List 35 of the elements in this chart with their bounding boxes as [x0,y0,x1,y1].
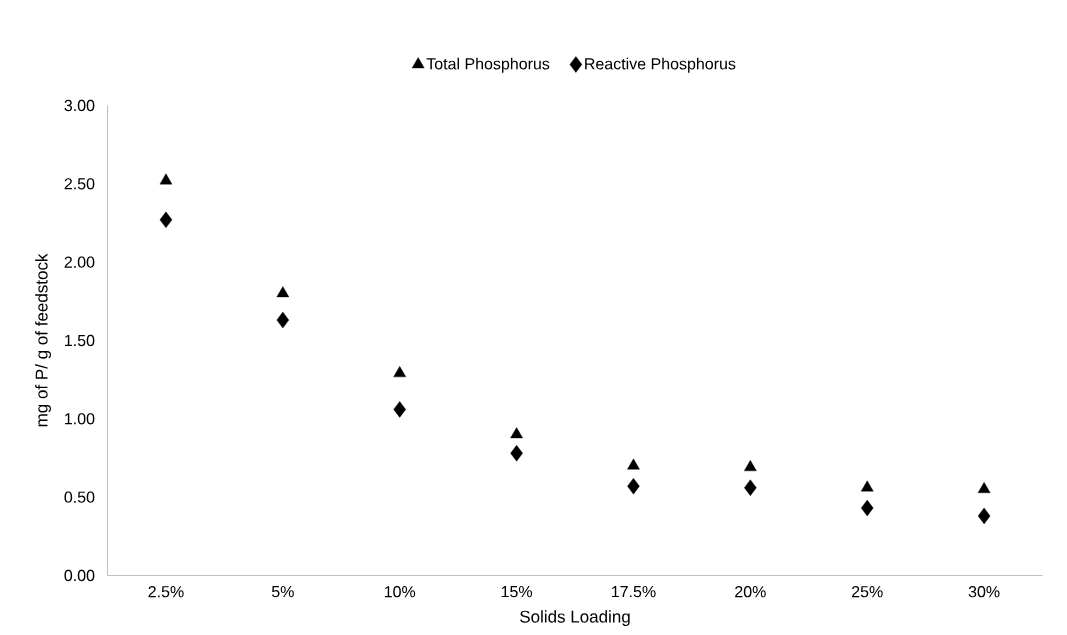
point [744,479,757,496]
y-tick-label: 0.00 [64,569,95,582]
x-tick-label: 25% [852,586,883,598]
y-axis-title: mg of P/ g of feedstock [35,253,51,427]
x-tick-label: 20% [735,586,766,598]
point [977,507,991,525]
x-axis-title: Solids Loading [520,610,630,627]
legend-label: Reactive Phosphorus [585,57,736,73]
y-tick-label: 0.50 [64,491,95,503]
point [159,173,173,185]
x-tick-label: 30% [968,586,1000,598]
x-tick-label: 17.5% [612,586,656,598]
point [510,445,523,462]
y-tick-label: 1.50 [65,334,95,347]
x-tick-label: 15% [501,586,533,598]
point [393,401,406,418]
point [510,427,523,439]
y-tick-label: 2.50 [64,178,95,190]
legend-label: Total Phosphorus [426,57,550,73]
y-tick-label: 1.00 [65,413,95,425]
y-tick-label: 2.00 [64,256,95,268]
point [159,211,173,229]
x-tick-label: 5% [271,586,294,598]
point [627,458,640,470]
x-tick-label: 2.5% [148,586,184,598]
point [276,311,290,329]
point [276,286,290,298]
x-tick-label: 10% [384,586,416,598]
point [627,477,640,495]
point [393,366,406,378]
point [860,480,874,492]
point [977,482,991,493]
y-tick-label: 3.00 [64,99,95,112]
point [744,460,757,472]
point [861,499,874,517]
